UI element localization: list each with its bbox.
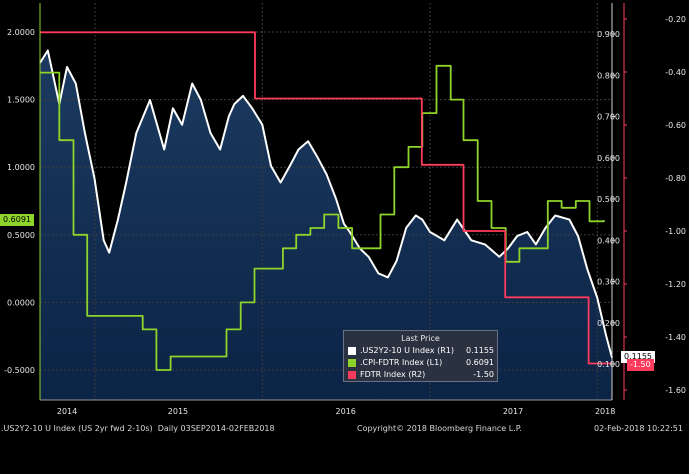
footer: .US2Y2-10 U Index (US 2yr fwd 2-10s) Dai… xyxy=(0,422,689,435)
left-tick-label: 1.0000 xyxy=(7,163,35,172)
right1-tick-label: 0.100 xyxy=(597,360,620,369)
gridlines xyxy=(40,3,612,400)
left-tick-label: -0.5000 xyxy=(4,366,35,375)
footer-timestamp: 02-Feb-2018 10:22:51 xyxy=(594,424,683,433)
right2-tick-label: -0.60 xyxy=(665,121,686,130)
legend-swatch xyxy=(348,347,356,355)
legend-item-cpi-fdtr: .CPI-FDTR Index (L1) 0.6091 xyxy=(348,357,494,369)
right1-tick-label: 0.600 xyxy=(597,154,620,163)
legend-title: Last Price xyxy=(401,334,440,343)
right1-tick-label: 0.900 xyxy=(597,30,620,39)
fdtr-line xyxy=(40,31,612,365)
left-last-value-tag: 0.6091 xyxy=(0,214,34,226)
right2-tick-label: -1.20 xyxy=(665,280,686,289)
legend-value: 0.1155 xyxy=(466,346,494,355)
right1-tick-label: 0.700 xyxy=(597,113,620,122)
legend-label: .US2Y2-10 U Index (R1) xyxy=(360,346,455,355)
chart: 2.0000 1.5000 1.0000 0.5000 0.0000 -0.5000 201… xyxy=(4,3,686,416)
right1-tick-label: 0.400 xyxy=(597,236,620,245)
left-tick-label: 0.5000 xyxy=(7,231,35,240)
x-tick-label: 2018 xyxy=(595,407,615,416)
right1-tick-label: 0.200 xyxy=(597,319,620,328)
legend-swatch xyxy=(348,371,356,379)
legend: Last Price .US2Y2-10 U Index (R1) 0.1155… xyxy=(343,330,498,382)
legend-swatch xyxy=(348,359,356,367)
right2-tick-label: -1.00 xyxy=(665,227,686,236)
right1-tick-label: 0.500 xyxy=(597,195,620,204)
x-tick-label: 2014 xyxy=(57,407,77,416)
right1-tick-label: 0.300 xyxy=(597,278,620,287)
left-tick-label: 0.0000 xyxy=(7,298,35,307)
us2y2-line xyxy=(39,49,613,358)
legend-label: .CPI-FDTR Index (L1) xyxy=(360,358,443,367)
legend-value: -1.50 xyxy=(473,370,494,379)
legend-item-fdtr: FDTR Index (R2) -1.50 xyxy=(348,369,494,381)
x-tick-label: 2016 xyxy=(336,407,356,416)
cpi-fdtr-line xyxy=(40,64,605,371)
us2y2-area xyxy=(40,50,612,400)
right1-tick-label: 0.800 xyxy=(597,71,620,80)
legend-label: FDTR Index (R2) xyxy=(360,370,426,379)
left-tick-label: 1.5000 xyxy=(7,96,35,105)
legend-item-us2y2: .US2Y2-10 U Index (R1) 0.1155 xyxy=(348,345,494,357)
right2-tick-label: -0.80 xyxy=(665,174,686,183)
x-tick-label: 2015 xyxy=(168,407,188,416)
area-fill xyxy=(40,50,612,400)
right2-tick-label: -0.40 xyxy=(665,68,686,77)
footer-copyright: Copyright© 2018 Bloomberg Finance L.P. xyxy=(357,424,522,433)
right2-tick-label: -0.20 xyxy=(665,15,686,24)
footer-series-info: .US2Y2-10 U Index (US 2yr fwd 2-10s) Dai… xyxy=(1,424,275,433)
right2-last-value-tag: -1.50 xyxy=(627,359,654,371)
left-tick-label: 2.0000 xyxy=(7,28,35,37)
x-tick-label: 2017 xyxy=(503,407,523,416)
right2-tick-label: -1.40 xyxy=(665,333,686,342)
legend-value: 0.6091 xyxy=(466,358,494,367)
right2-tick-label: -1.60 xyxy=(665,386,686,395)
